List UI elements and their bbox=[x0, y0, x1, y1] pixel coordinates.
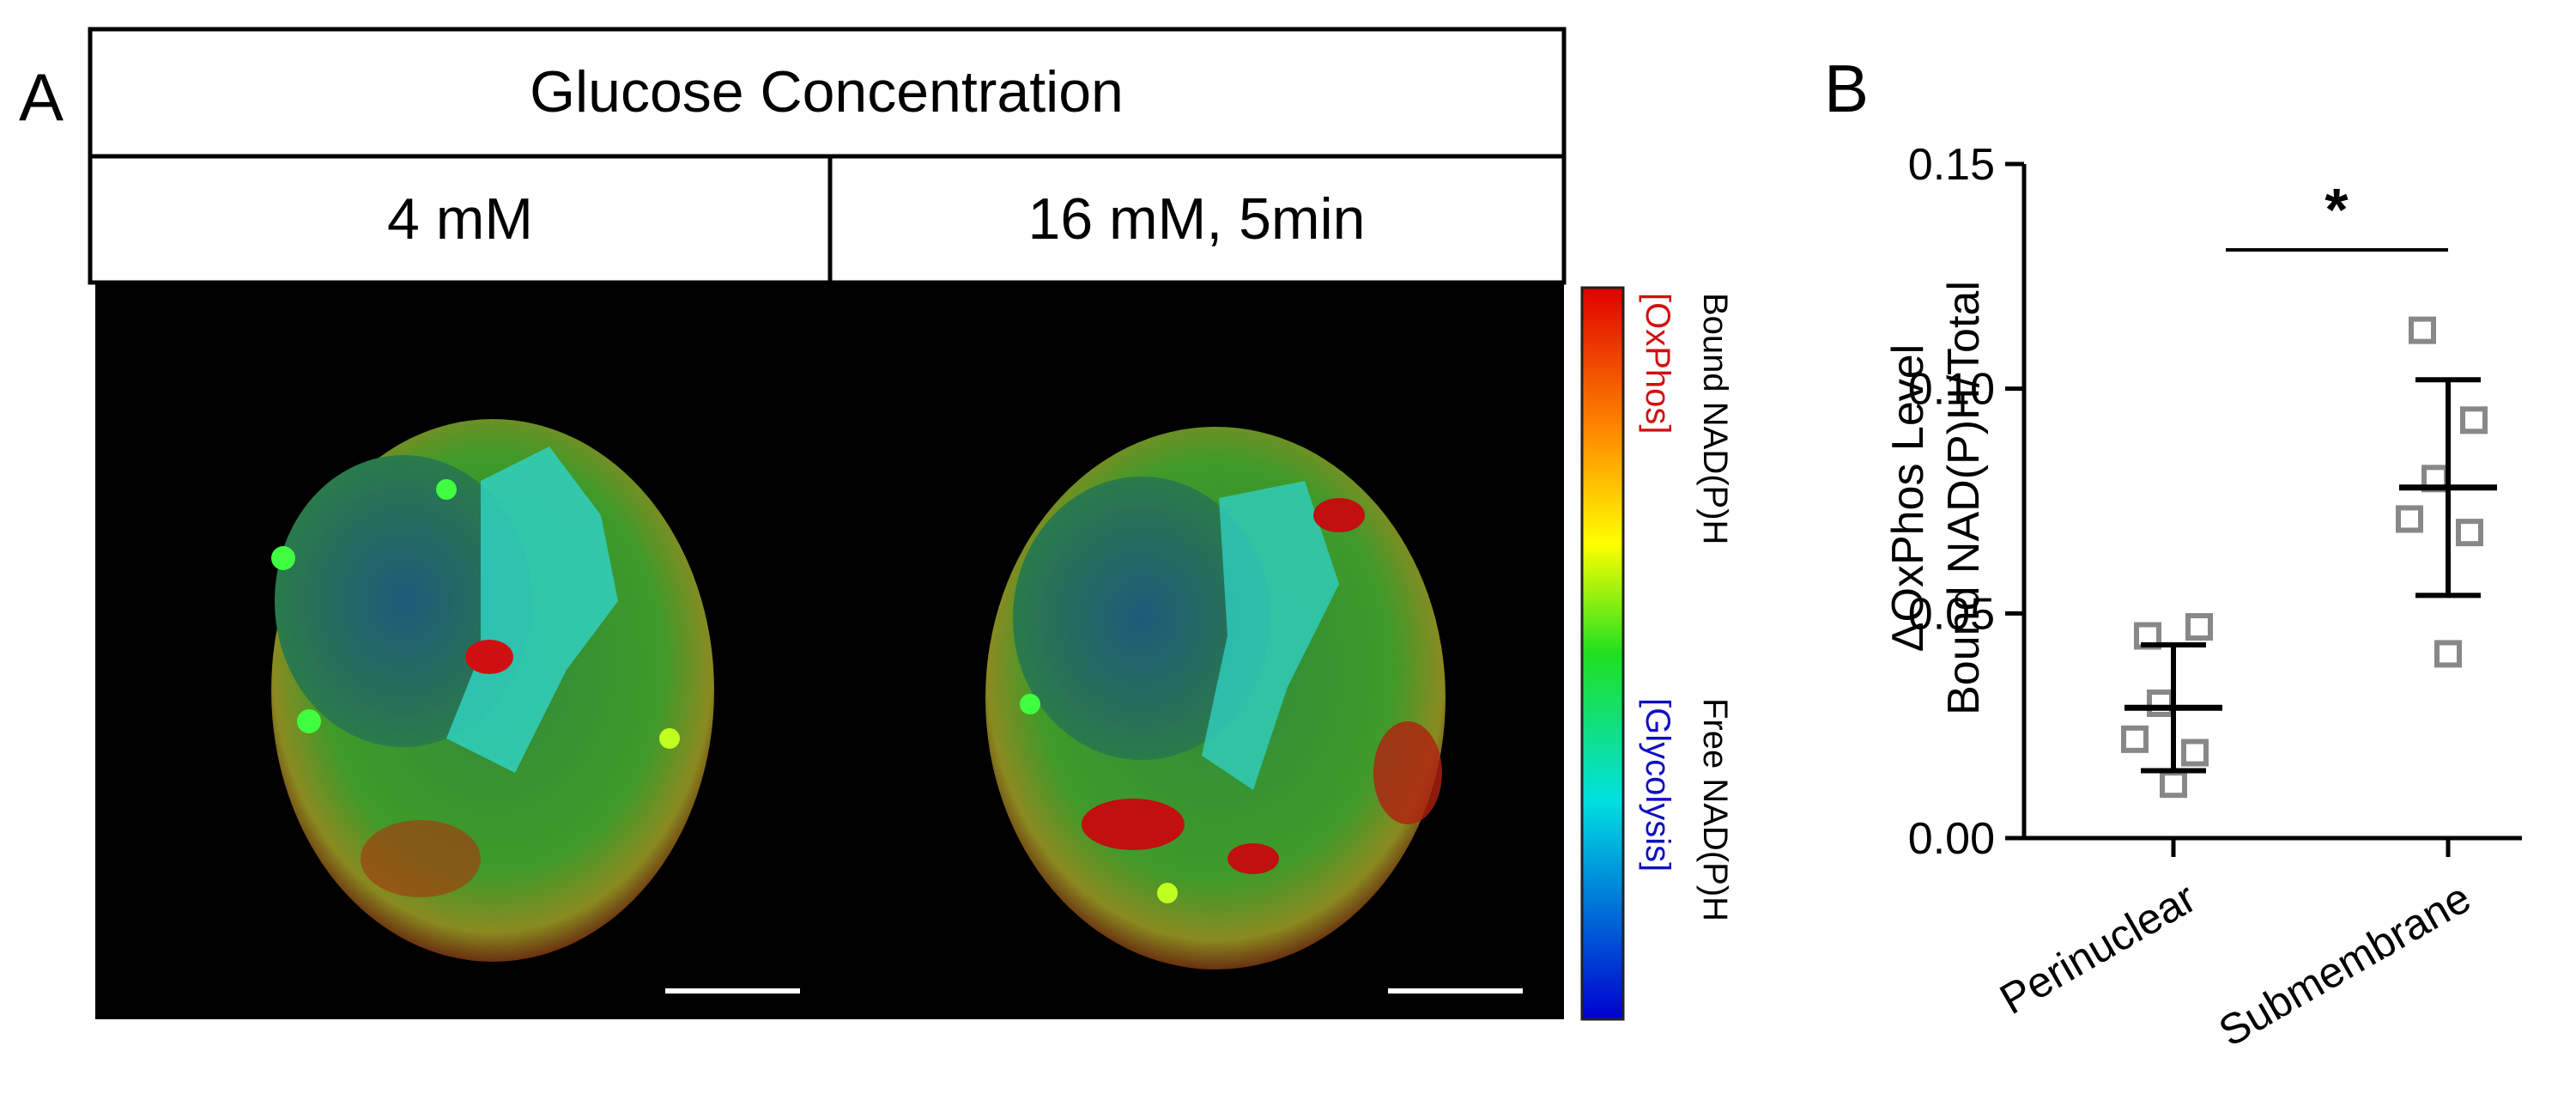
x-tick-label: Perinuclear bbox=[1991, 873, 2203, 1024]
y-tick-label: 0.15 bbox=[1908, 140, 1995, 190]
data-point bbox=[2121, 725, 2149, 753]
data-point bbox=[2147, 690, 2174, 717]
colorbar-note: [OxPhos] bbox=[1639, 293, 1676, 434]
y-tick-label: 0.10 bbox=[1908, 365, 1995, 415]
header-box bbox=[88, 27, 1567, 159]
data-point bbox=[2181, 738, 2209, 767]
data-point bbox=[2456, 519, 2483, 547]
y-axis-label: ΔOxPhos Level bbox=[1883, 344, 1933, 652]
colorbar bbox=[1580, 286, 1625, 1021]
column-box bbox=[827, 154, 1567, 285]
cell-right bbox=[985, 427, 1446, 969]
panel-label: B bbox=[1824, 51, 1869, 126]
data-point bbox=[2460, 406, 2488, 434]
column-label: 16 mM, 5min bbox=[1028, 186, 1366, 252]
header-text: Glucose Concentration bbox=[530, 59, 1124, 125]
colorbar-labels: Bound NAD(P)H [OxPhos] Free NAD(P)H [Gly… bbox=[1639, 293, 1734, 921]
colorbar-note: [Glycolysis] bbox=[1639, 698, 1676, 872]
x-tick-label: Submembrane bbox=[2210, 873, 2478, 1055]
column-label: 4 mM bbox=[387, 186, 533, 252]
colorbar-label: Bound NAD(P)H bbox=[1696, 293, 1734, 544]
data-point bbox=[2185, 613, 2213, 641]
column-box bbox=[88, 154, 833, 285]
y-tick-label: 0.00 bbox=[1908, 814, 1995, 864]
data-point bbox=[2434, 640, 2462, 668]
colorbar-label: Free NAD(P)H bbox=[1696, 698, 1734, 921]
y-tick-label: 0.05 bbox=[1908, 589, 1995, 639]
data-point bbox=[2396, 505, 2423, 533]
panel-label: A bbox=[19, 59, 64, 135]
data-point bbox=[2409, 316, 2436, 344]
y-axis-label: Bound NAD(P)H/Total bbox=[1939, 281, 1989, 715]
significance-star: * bbox=[2324, 176, 2349, 243]
cell-left bbox=[271, 419, 714, 962]
data-point bbox=[2160, 770, 2187, 799]
